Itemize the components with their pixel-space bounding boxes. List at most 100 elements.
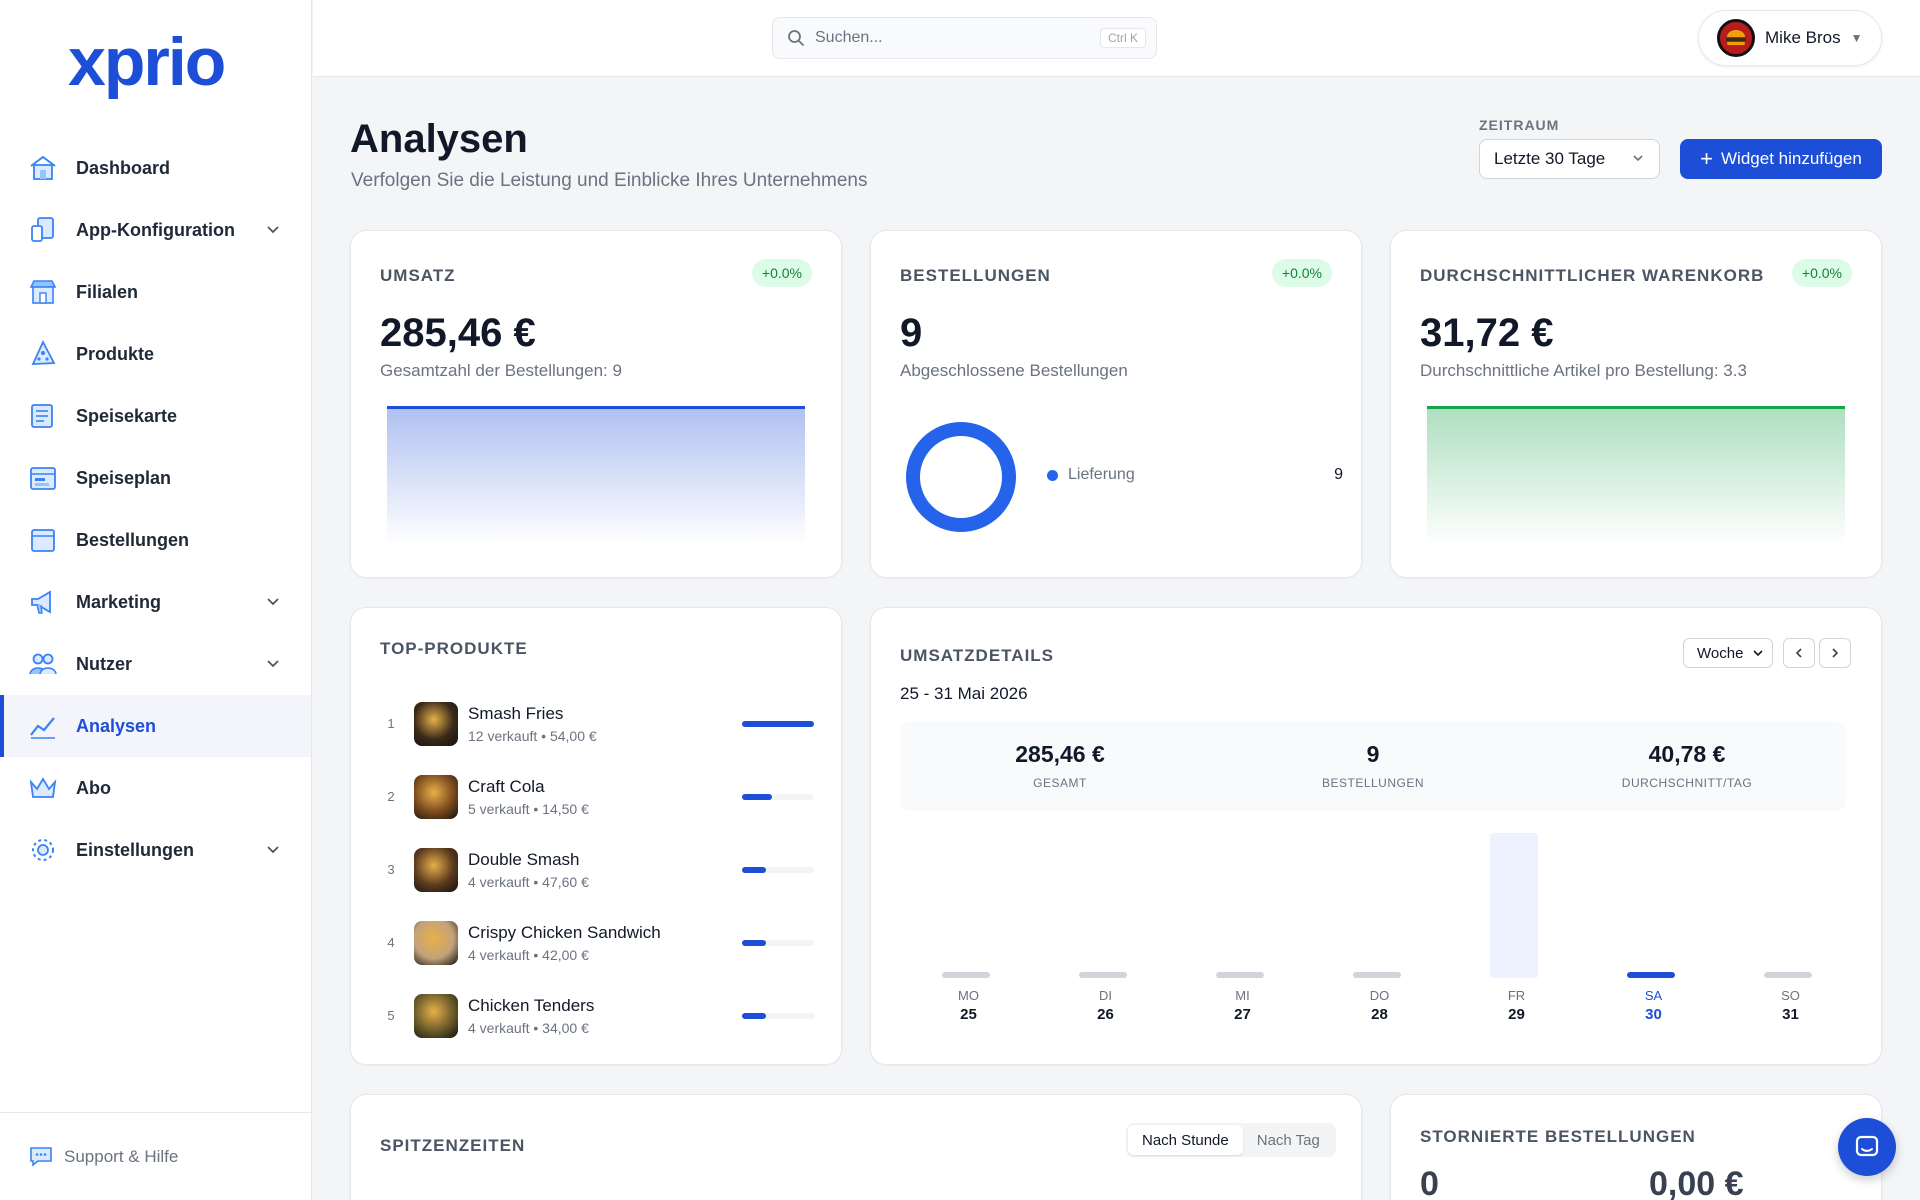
granularity-select[interactable]: Woche [1683,638,1773,668]
day-column[interactable]: SO 31 [1722,828,1859,1028]
period-select[interactable]: Letzte 30 Tage [1479,139,1660,179]
page-subtitle: Verfolgen Sie die Leistung und Einblicke… [351,170,868,191]
basket-card: DURCHSCHNITTLICHER WARENKORB +0.0% 31,72… [1390,230,1882,578]
top-products-card: TOP-PRODUKTE 1 Smash Fries 12 verkauft • 5… [350,607,842,1065]
tab-by-hour[interactable]: Nach Stunde [1128,1125,1243,1155]
product-name: Craft Cola [468,776,545,796]
pizza-icon [28,339,58,369]
sidebar-item-dashboard[interactable]: Dashboard [0,137,311,199]
day-number: 28 [1371,1006,1388,1023]
day-name: SA [1644,988,1663,1003]
sidebar-item-nutzer[interactable]: Nutzer [0,633,311,695]
list-item[interactable]: 3 Double Smash 4 verkauft • 47,60 € [380,833,814,906]
chevron-down-icon[interactable] [265,841,281,862]
day-number: 27 [1234,1006,1251,1023]
sidebar-item-einstellungen[interactable]: Einstellungen [0,819,311,881]
day-column[interactable]: DO 28 [1311,828,1448,1028]
product-rank: 2 [387,789,395,804]
revenue-card: UMSATZ +0.0% 285,46 € Gesamtzahl der Bes… [350,230,842,578]
sidebar-item-produkte[interactable]: Produkte [0,323,311,385]
legend-dot [1047,469,1058,481]
sidebar-item-label: Produkte [76,343,155,364]
product-info: Double Smash 4 verkauft • 47,60 € [468,850,589,890]
day-column[interactable]: SA 30 [1585,828,1722,1028]
user-name: Mike Bros [1765,28,1841,47]
stat-value: 285,46 € [1015,741,1105,767]
sidebar-item-bestellungen[interactable]: Bestellungen [0,509,311,571]
user-menu-button[interactable]: Mike Bros ▼ [1698,10,1882,66]
stat-average: 40,78 € DURCHSCHNITT/TAG [1577,741,1797,790]
sidebar-item-label: Analysen [76,715,157,736]
tab-by-day[interactable]: Nach Tag [1256,1131,1320,1149]
list-item[interactable]: 5 Chicken Tenders 4 verkauft • 34,00 € [380,979,814,1052]
day-bar [1490,833,1538,978]
product-image [414,993,458,1038]
chevron-down-icon[interactable] [265,221,281,242]
donut-legend: Lieferung 9 [1047,466,1343,484]
sidebar-item-marketing[interactable]: Marketing [0,571,311,633]
brand-logo[interactable]: xprio [68,24,226,100]
card-title: BESTELLUNGEN [900,266,1051,285]
day-column[interactable]: MI 27 [1174,828,1311,1028]
granularity-value: Woche [1697,644,1744,662]
menu-card-icon [28,401,58,431]
orders-value: 9 [900,311,923,355]
card-title: UMSATZ [380,266,456,285]
day-name: DO [1369,988,1390,1003]
day-bar [1353,972,1401,978]
chat-button[interactable] [1838,1118,1896,1176]
day-column[interactable]: DI 26 [1037,828,1174,1028]
chevron-down-icon [1633,155,1643,162]
revenue-area-chart [387,406,805,544]
card-title: TOP-PRODUKTE [380,639,528,658]
support-link[interactable]: Support & Hilfe [0,1112,311,1200]
trend-badge: +0.0% [751,259,812,287]
chevron-down-icon[interactable] [265,593,281,614]
add-widget-button[interactable]: + Widget hinzufügen [1680,139,1882,179]
sidebar-item-analysen[interactable]: Analysen [0,695,311,757]
next-period-button[interactable] [1819,638,1851,668]
product-share-bar [742,940,814,946]
product-info: Chicken Tenders 4 verkauft • 34,00 € [468,996,594,1036]
sidebar-item-filialen[interactable]: Filialen [0,261,311,323]
devices-icon [28,215,58,245]
stats-summary: 285,46 € GESAMT 9 BESTELLUNGEN 40,78 € D… [900,721,1846,811]
sidebar-item-speiseplan[interactable]: Speiseplan [0,447,311,509]
legend-value: 9 [1334,466,1343,483]
day-number: 30 [1645,1006,1662,1023]
list-item[interactable]: 1 Smash Fries 12 verkauft • 54,00 € [380,687,814,760]
analytics-icon [28,711,58,741]
day-name: MI [1235,988,1250,1003]
sidebar-item-app-konfiguration[interactable]: App-Konfiguration [0,199,311,261]
trend-badge: +0.0% [1791,259,1852,287]
day-column[interactable]: FR 29 [1448,828,1585,1028]
megaphone-icon [28,587,58,617]
card-title: STORNIERTE BESTELLUNGEN [1420,1127,1696,1146]
sidebar-item-speisekarte[interactable]: Speisekarte [0,385,311,447]
chevron-left-icon [1795,648,1802,658]
prev-period-button[interactable] [1783,638,1815,668]
chevron-down-icon[interactable] [265,655,281,676]
search-input[interactable]: Suchen... Ctrl K [772,17,1157,59]
product-meta: 4 verkauft • 42,00 € [468,946,589,963]
sidebar-item-label: Abo [76,777,111,798]
day-column[interactable]: MO 25 [900,828,1037,1028]
product-share-bar [742,721,814,727]
daily-sales-chart: MO 25 DI 26 MI 27 DO 28 FR 29 SA 30 SO 31 [900,828,1846,1028]
product-image [414,847,458,892]
list-item[interactable]: 2 Craft Cola 5 verkauft • 14,50 € [380,760,814,833]
period-label: ZEITRAUM [1479,117,1560,133]
sidebar-item-abo[interactable]: Abo [0,757,311,819]
orders-subtext: Abgeschlossene Bestellungen [900,361,1128,380]
search-shortcut: Ctrl K [1100,28,1146,48]
trend-badge: +0.0% [1271,259,1332,287]
users-icon [28,649,58,679]
day-number: 29 [1508,1006,1525,1023]
product-meta: 12 verkauft • 54,00 € [468,727,597,744]
product-name: Crispy Chicken Sandwich [468,922,661,942]
product-meta: 4 verkauft • 34,00 € [468,1019,589,1036]
stat-value: 9 [1366,741,1380,767]
list-item[interactable]: 4 Crispy Chicken Sandwich 4 verkauft • 42,… [380,906,814,979]
day-bar [1764,972,1812,978]
cancelled-amount: 0,00 € [1649,1165,1744,1200]
